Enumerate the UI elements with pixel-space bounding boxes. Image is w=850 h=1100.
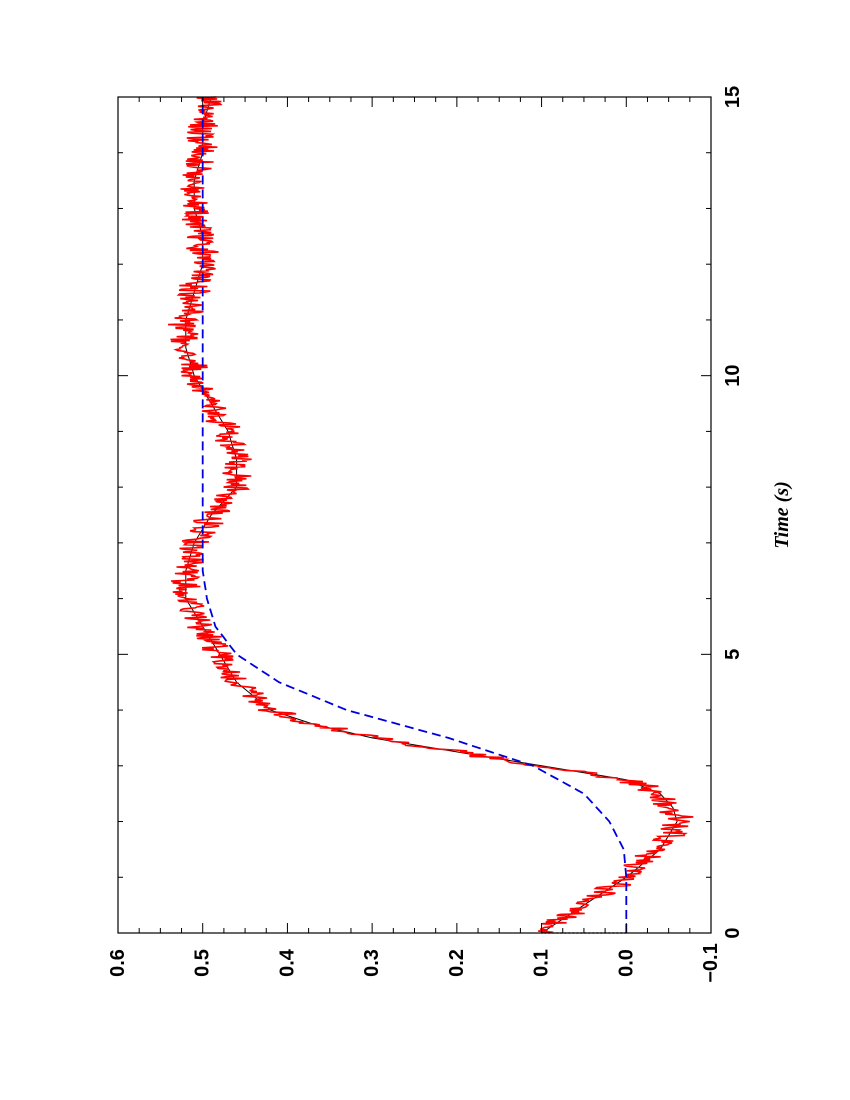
- y-tick-label: −0.1: [700, 943, 722, 982]
- reference-series-line: [201, 97, 628, 933]
- axis-ticks: [117, 96, 712, 934]
- y-tick-label: 0.4: [276, 948, 298, 977]
- y-tick-label: 0.1: [531, 949, 553, 977]
- x-tick-label: 15: [722, 86, 744, 108]
- measured-series-line: [167, 96, 694, 934]
- plot-area: [167, 96, 694, 934]
- x-tick-label: 5: [722, 649, 744, 660]
- x-axis-title: Time (s): [771, 481, 793, 549]
- y-tick-label: 0.2: [446, 949, 468, 977]
- x-tick-label: 10: [722, 365, 744, 387]
- y-tick-label: 0.5: [192, 949, 214, 977]
- y-tick-label: 0.0: [615, 949, 637, 977]
- y-tick-label: 0.6: [107, 949, 129, 977]
- x-tick-label: 0: [722, 927, 744, 938]
- mean-trace-line: [185, 96, 678, 934]
- y-tick-label: 0.3: [361, 949, 383, 977]
- axis-labels: 0 5 10 15 −0.1 0.0 0.1 0.2 0.3 0.4 0.5 0.6: [107, 86, 744, 983]
